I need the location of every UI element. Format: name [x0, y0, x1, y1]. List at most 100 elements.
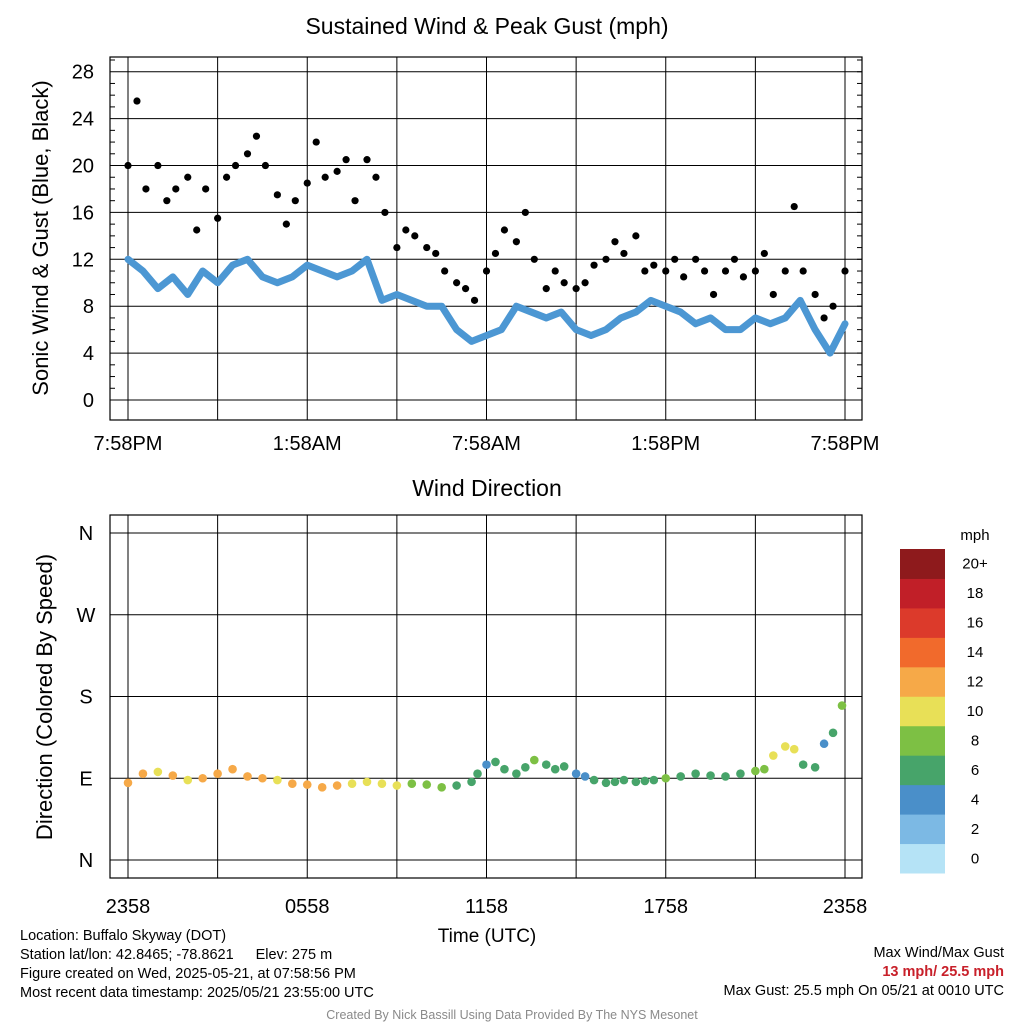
direction-point [392, 781, 402, 790]
top-xtick-label: 1:58PM [631, 433, 700, 455]
gust-point [193, 226, 201, 234]
elevation-text: Elev: 275 m [255, 947, 333, 963]
direction-point [138, 769, 148, 779]
top-ytick-label: 4 [83, 343, 94, 365]
gust-point [252, 132, 261, 140]
top-ytick-label: 20 [72, 156, 94, 178]
gust-point [769, 290, 777, 299]
direction-point [837, 701, 847, 710]
gust-point [282, 220, 290, 228]
direction-point [571, 769, 581, 779]
gust-point [730, 255, 739, 263]
direction-point [760, 764, 769, 774]
direction-point [347, 779, 357, 788]
gust-point [811, 290, 819, 299]
direction-point [580, 772, 590, 781]
direction-point [691, 769, 700, 779]
direction-point [183, 775, 193, 785]
gust-point [202, 185, 210, 193]
direction-point [721, 772, 730, 781]
station-text: Station lat/lon: 42.8465; -78.8621 [20, 947, 234, 963]
direction-point [153, 767, 163, 777]
direction-point [521, 763, 530, 772]
bottom-y-axis-label: Direction (Colored By Speed) [32, 554, 57, 840]
gust-point [602, 255, 610, 263]
bottom-ytick-label: N [79, 523, 93, 545]
direction-point [589, 775, 599, 785]
colorbar-label: 6 [971, 762, 979, 779]
colorbar-label: 2 [971, 821, 979, 838]
gust-point [560, 279, 568, 287]
colorbar-swatch [900, 578, 945, 609]
colorbar-label: 16 [967, 615, 984, 632]
gust-point [521, 208, 529, 217]
top-xtick-label: 7:58AM [452, 433, 521, 455]
gust-point [739, 273, 748, 281]
gust-point [632, 232, 640, 240]
direction-point [550, 764, 560, 774]
gust-point [154, 161, 162, 170]
bottom-xtick-label: 2358 [106, 896, 151, 918]
gust-point [620, 249, 628, 258]
direction-point [243, 772, 252, 781]
direction-point [437, 783, 446, 792]
gust-point [461, 285, 470, 293]
gust-point [721, 267, 730, 275]
gust-point [303, 179, 311, 187]
gust-point [709, 290, 718, 299]
top-xtick-label: 1:58AM [273, 433, 342, 455]
direction-point [213, 769, 222, 779]
colorbar: mph 0 2 4 6 8 10 12 14 16 18 20+ [900, 527, 990, 874]
direction-point [317, 783, 327, 792]
max-label: Max Wind/Max Gust [873, 945, 1004, 961]
direction-point [168, 771, 178, 780]
direction-point [288, 779, 297, 788]
direction-point [530, 755, 539, 765]
gust-point [453, 279, 461, 287]
direction-point [332, 781, 342, 790]
colorbar-swatch [900, 725, 945, 756]
gust-point [542, 285, 550, 293]
colorbar-swatch [900, 549, 945, 579]
bottom-xtick-label: 0558 [285, 896, 330, 918]
footer-info: Location: Buffalo Skyway (DOT) Station l… [20, 927, 374, 1003]
footer-max: Max Wind/Max Gust 13 mph/ 25.5 mph Max G… [724, 944, 1004, 1001]
gust-point [692, 255, 700, 263]
gust-point [133, 97, 141, 105]
gust-point [590, 261, 598, 269]
gust-point [273, 191, 281, 199]
gust-point [381, 208, 389, 217]
top-chart-title: Sustained Wind & Peak Gust (mph) [305, 13, 668, 39]
gust-point [402, 226, 410, 234]
direction-point [362, 777, 372, 787]
gust-point [799, 267, 807, 275]
max-gust-text: Max Gust: 25.5 mph On 05/21 at 0010 UTC [723, 983, 1004, 999]
colorbar-label: 20+ [962, 556, 988, 573]
direction-point [559, 762, 569, 771]
gust-point [581, 279, 589, 287]
direction-point [500, 764, 509, 774]
colorbar-swatch [900, 755, 945, 786]
credit-text: Created By Nick Bassill Using Data Provi… [326, 1008, 698, 1022]
bottom-chart: Wind Direction N E S W N 2358 0558 1158 1758 2358 D… [32, 475, 867, 947]
location-text: Location: Buffalo Skyway (DOT) [20, 928, 227, 944]
gust-point [680, 273, 688, 281]
direction-point [649, 775, 659, 785]
colorbar-swatch [900, 843, 945, 874]
gust-point [411, 232, 419, 240]
top-xtick-label: 7:58PM [94, 433, 163, 455]
direction-point [676, 772, 685, 781]
direction-point [512, 769, 521, 779]
direction-point [482, 760, 491, 769]
gust-point [261, 161, 270, 170]
gust-point [321, 173, 329, 181]
gust-point [829, 302, 837, 310]
gust-point [671, 255, 679, 263]
gust-point [790, 202, 798, 211]
gust-point [500, 226, 509, 234]
bottom-xtick-label: 1758 [644, 896, 689, 918]
bottom-xtick-label: 2358 [823, 896, 868, 918]
gust-point [231, 161, 240, 170]
direction-point [619, 775, 629, 785]
direction-point [661, 773, 671, 783]
